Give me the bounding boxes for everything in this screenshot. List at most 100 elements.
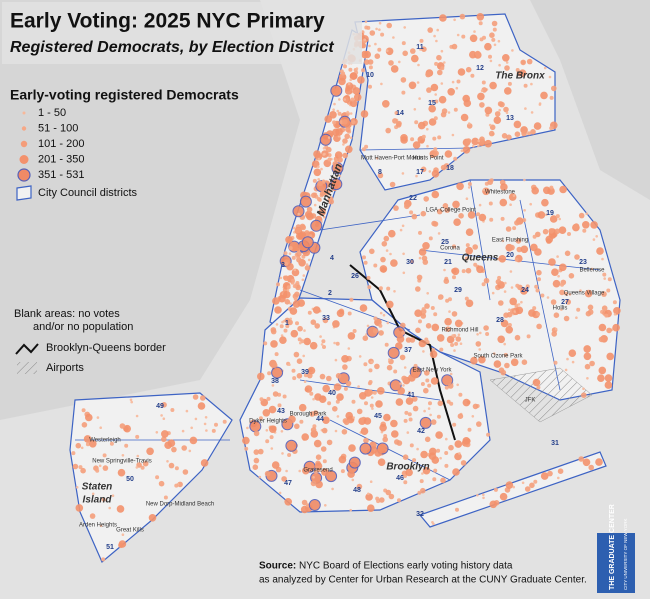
dot bbox=[382, 436, 389, 443]
dot bbox=[482, 35, 486, 40]
dot bbox=[130, 400, 133, 404]
district-line bbox=[319, 214, 421, 231]
dot bbox=[314, 323, 321, 329]
dot bbox=[497, 39, 501, 43]
dot bbox=[410, 259, 414, 264]
dot bbox=[319, 190, 326, 197]
dot bbox=[283, 251, 288, 256]
dot bbox=[501, 239, 505, 243]
dot bbox=[380, 32, 385, 37]
dot bbox=[385, 47, 394, 56]
dot bbox=[481, 80, 486, 85]
dot bbox=[597, 374, 605, 383]
district-number: 23 bbox=[579, 259, 587, 266]
dot bbox=[444, 150, 453, 158]
dot bbox=[392, 36, 395, 39]
dot bbox=[270, 447, 274, 450]
dot bbox=[451, 334, 454, 337]
borough-label: The Bronx bbox=[495, 71, 545, 82]
dot bbox=[514, 257, 519, 262]
neighborhood-label: East Flushing bbox=[492, 238, 528, 244]
dot bbox=[533, 122, 542, 130]
dot bbox=[85, 442, 90, 447]
legend-label: 51 - 100 bbox=[38, 122, 78, 134]
dot bbox=[489, 500, 498, 509]
dot bbox=[607, 277, 612, 282]
dot bbox=[427, 407, 431, 410]
dot bbox=[430, 377, 439, 385]
legend-dot bbox=[21, 126, 27, 131]
dot bbox=[349, 297, 354, 302]
dot bbox=[244, 446, 249, 451]
dot bbox=[381, 241, 388, 247]
dot bbox=[556, 255, 559, 258]
dot bbox=[489, 32, 495, 38]
dot bbox=[366, 324, 370, 328]
dot bbox=[428, 452, 437, 461]
source-label: Source: bbox=[259, 561, 296, 572]
dot bbox=[414, 120, 419, 125]
dot bbox=[454, 440, 463, 448]
dot bbox=[447, 111, 451, 114]
dot bbox=[464, 296, 469, 301]
dot bbox=[421, 472, 424, 475]
dot bbox=[520, 300, 523, 304]
dot bbox=[432, 136, 437, 141]
dot bbox=[298, 469, 302, 473]
dot bbox=[155, 475, 160, 480]
dot bbox=[526, 58, 533, 65]
dot bbox=[283, 328, 288, 333]
dot bbox=[279, 324, 284, 329]
dot bbox=[545, 213, 548, 216]
dot bbox=[378, 28, 381, 32]
dot bbox=[338, 98, 341, 101]
district-number: 32 bbox=[416, 511, 424, 518]
dot bbox=[422, 350, 425, 353]
dot bbox=[382, 102, 389, 108]
dot bbox=[116, 505, 125, 513]
dot bbox=[118, 540, 127, 548]
dot bbox=[402, 454, 409, 461]
dot bbox=[336, 393, 344, 401]
note: Blank areas: no votes bbox=[14, 308, 120, 320]
dot bbox=[495, 279, 502, 285]
dot bbox=[367, 492, 370, 496]
dot bbox=[388, 229, 396, 238]
district-number: 2 bbox=[328, 290, 332, 297]
dot bbox=[161, 402, 167, 408]
dot bbox=[378, 21, 382, 25]
dot bbox=[405, 397, 414, 405]
dot bbox=[400, 77, 407, 83]
dot bbox=[601, 291, 607, 297]
dot bbox=[404, 203, 410, 210]
dot bbox=[423, 409, 426, 413]
dot bbox=[301, 499, 308, 506]
dot bbox=[411, 56, 418, 62]
dot bbox=[584, 363, 591, 370]
neighborhood-label: Mott Haven-Port Morris bbox=[361, 156, 423, 162]
dot bbox=[336, 309, 345, 318]
dot bbox=[428, 104, 437, 113]
dot bbox=[430, 83, 439, 92]
dot bbox=[601, 257, 604, 261]
dot bbox=[310, 427, 317, 433]
district-number: 17 bbox=[416, 169, 424, 176]
dot bbox=[453, 18, 456, 22]
dot bbox=[505, 326, 513, 334]
dot bbox=[471, 415, 475, 418]
dot bbox=[417, 490, 422, 495]
dot bbox=[368, 380, 373, 384]
dot bbox=[482, 496, 485, 500]
dot bbox=[421, 46, 427, 52]
dot bbox=[321, 468, 329, 476]
dot bbox=[369, 30, 376, 36]
dot bbox=[511, 49, 514, 52]
dot bbox=[512, 226, 517, 231]
dot bbox=[504, 87, 512, 95]
legend-dot bbox=[22, 111, 26, 115]
dot bbox=[484, 42, 492, 51]
district-number: 27 bbox=[561, 299, 569, 306]
dot bbox=[293, 268, 297, 272]
dot bbox=[416, 81, 420, 84]
dot bbox=[470, 73, 475, 78]
